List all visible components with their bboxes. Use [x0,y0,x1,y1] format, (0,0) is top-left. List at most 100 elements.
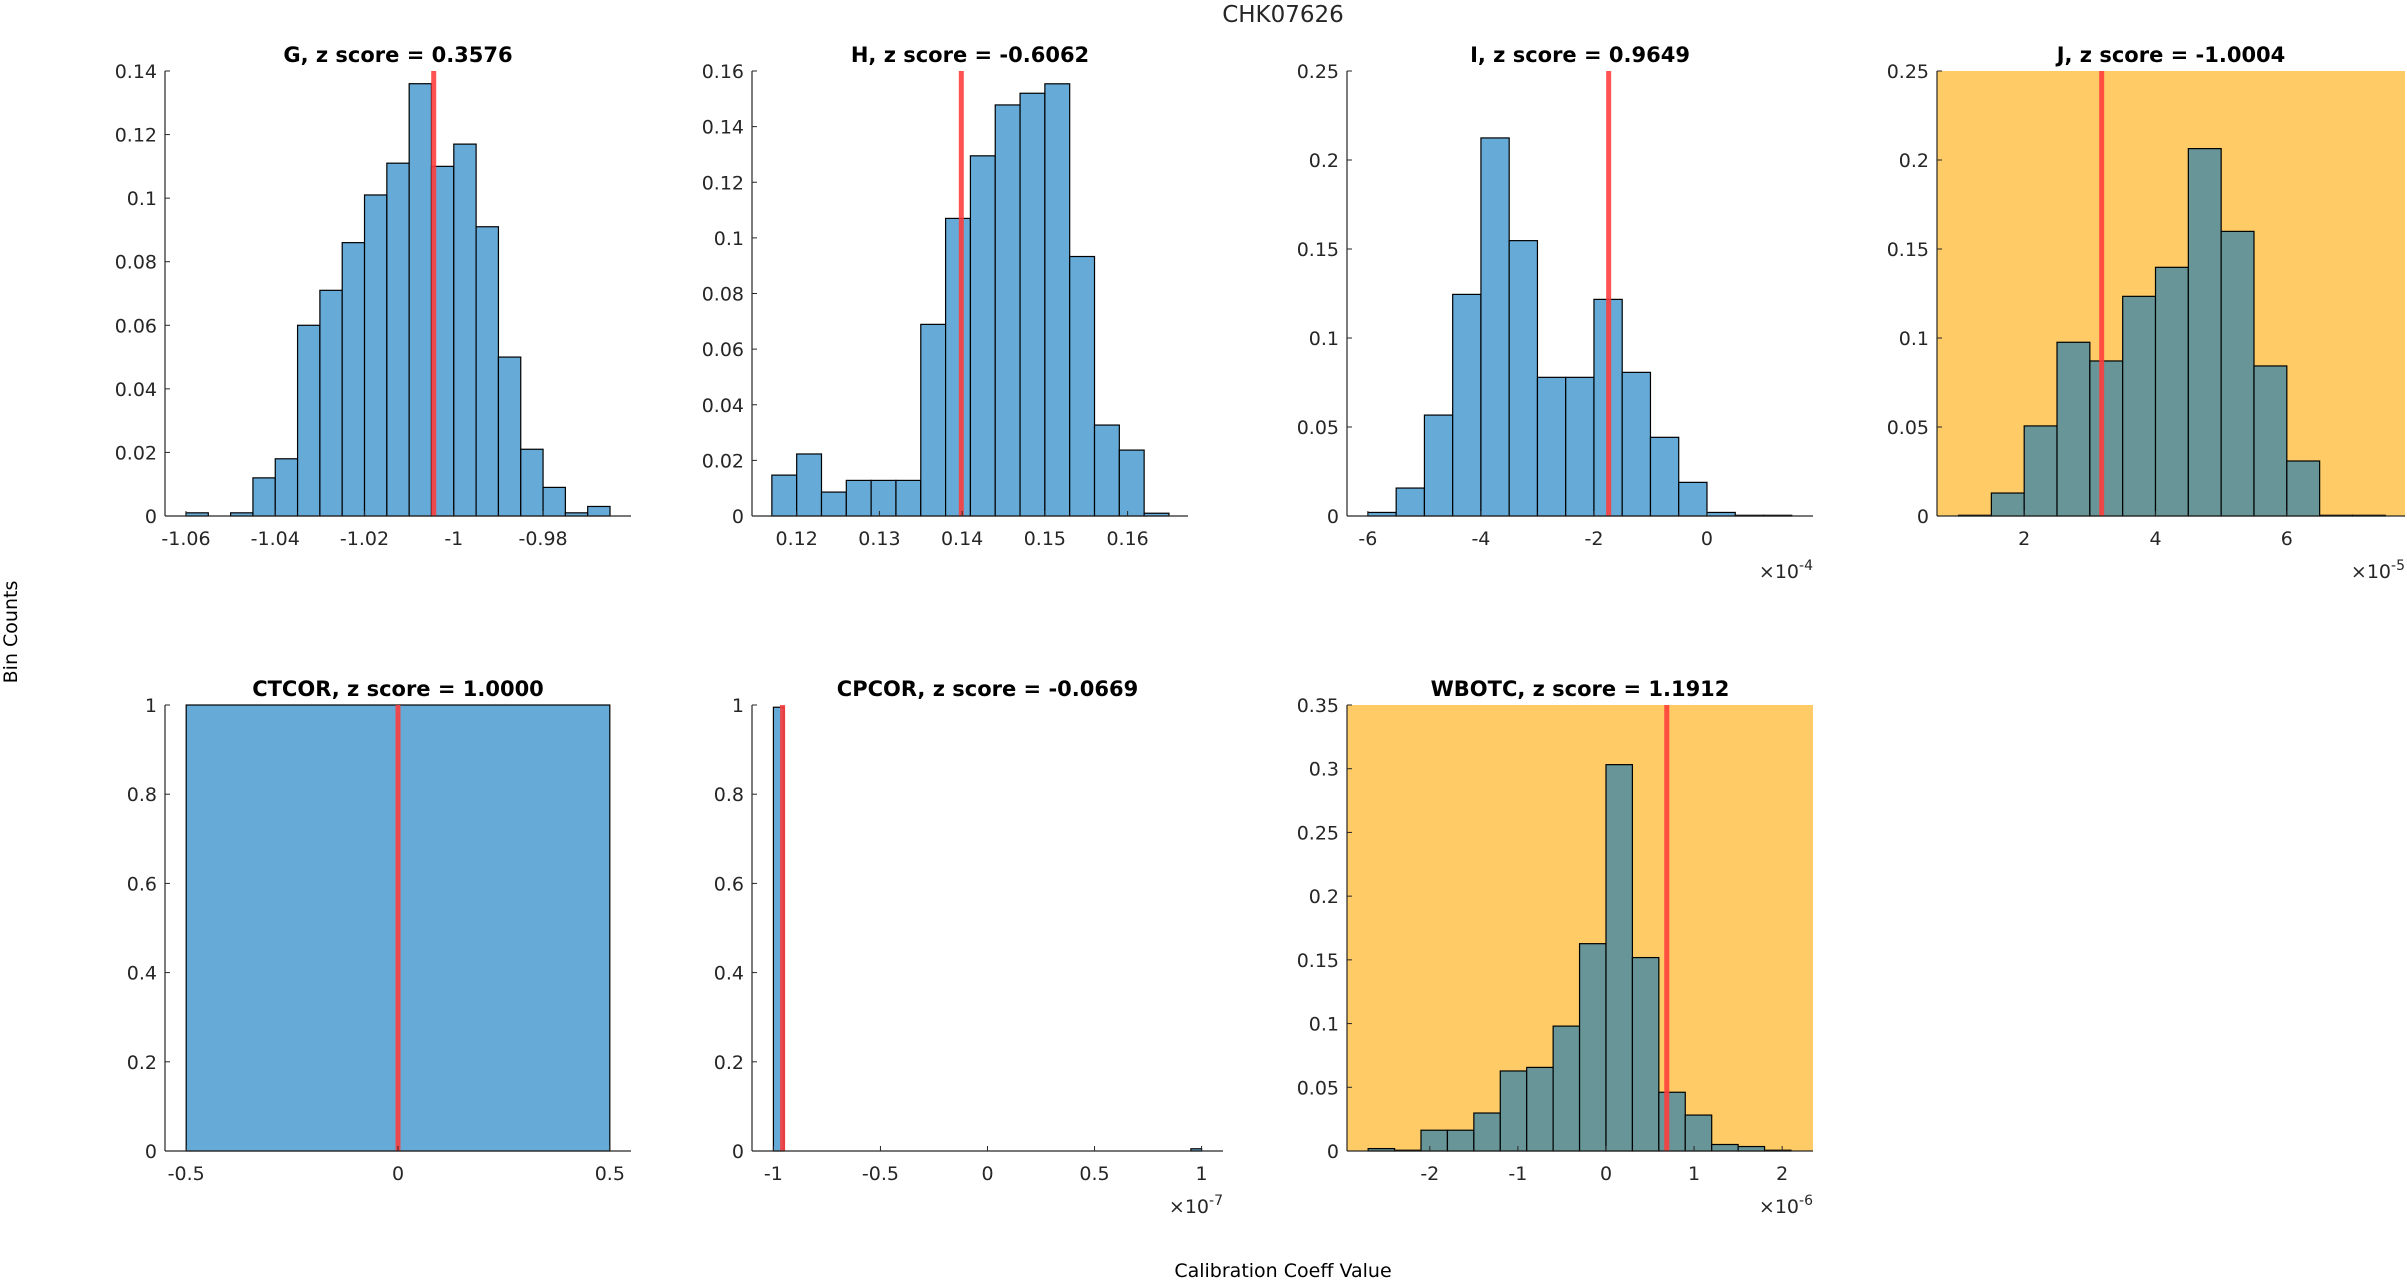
y-tick-label: 0.25 [1297,61,1339,83]
histogram-bar [820,491,847,517]
y-tick-label: 0.6 [127,873,157,895]
histogram-bar [1565,376,1595,517]
subplot-title: J, z score = -1.0004 [2055,43,2286,67]
subplot-wbotc: 0 0.05 0.1 0.15 0.2 0.25 0.3 0.35 -2 -1 0 1 2 ×10-6 WB… [1297,677,1813,1218]
x-tick-label: 1 [1196,1163,1208,1185]
y-tick-label: 0.8 [127,784,157,806]
histogram-bar [1526,1066,1554,1152]
y-tick-label: 0.15 [1887,239,1929,261]
x-tick-label: -1 [1508,1163,1527,1185]
y-tick-label: 0.14 [702,117,744,139]
histogram-bar [1508,240,1539,517]
y-tick-label: 0.05 [1887,417,1929,439]
y-tick-label: 0.15 [1297,950,1339,972]
histogram-bar [274,458,299,517]
y-tick-label: 0.2 [1309,150,1339,172]
histogram-bar [520,448,544,517]
histogram-bar [870,479,897,517]
histogram-bar [341,242,366,517]
histogram-bar [1711,1143,1739,1152]
subplot-ctcor: 0 0.2 0.4 0.6 0.8 1 -0.5 0 0.5 CTCOR, z score = 1… [127,677,631,1185]
histogram-bar [944,217,972,517]
x-exponent-label: ×10-4 [1759,558,1813,583]
histogram-bar [1420,1129,1449,1152]
histogram-bar [895,479,922,517]
x-tick-label: -4 [1471,528,1490,550]
subplot-title: WBOTC, z score = 1.1912 [1431,677,1730,701]
y-tick-label: 0.06 [702,339,744,361]
histogram-bar [994,104,1021,517]
y-tick-label: 0.2 [1899,150,1929,172]
histogram-bar [2253,365,2288,517]
subplot-title: G, z score = 0.3576 [283,43,512,67]
y-tick-label: 0.4 [127,963,157,985]
histogram-bar [497,356,522,517]
y-tick-label: 0.04 [702,395,744,417]
x-tick-label: 6 [2281,528,2293,550]
figure-xlabel: Calibration Coeff Value [1174,1260,1391,1281]
histogram-bar [1069,255,1096,517]
x-tick-label: -0.98 [518,528,567,550]
subplot-title: H, z score = -0.6062 [851,43,1089,67]
x-tick-label: 0 [981,1163,993,1185]
y-tick-label: 0.3 [1309,759,1339,781]
x-tick-label: -6 [1358,528,1377,550]
y-tick-label: 0.04 [115,379,157,401]
x-tick-label: 0.16 [1106,528,1148,550]
histogram-bar [1452,293,1482,517]
histogram-bar [542,486,566,517]
histogram-bar [2023,425,2058,517]
x-exponent-label: ×10-5 [2351,558,2405,583]
histogram-bar [1990,492,2025,517]
histogram-bar [2286,460,2321,517]
histogram-bar [1499,1070,1528,1152]
subplot-grid: 00.020.040.060.080.10.120.14-1.06 -1.04 -1… [115,43,2405,1218]
histogram-bar [1678,481,1708,517]
histogram-bar [1605,764,1634,1152]
subplot-title: CTCOR, z score = 1.0000 [252,677,544,701]
figure-title: CHK07626 [1222,2,1344,28]
x-tick-label: -2 [1420,1163,1439,1185]
histogram-bar [2220,230,2255,517]
y-tick-label: 0.35 [1297,695,1339,717]
y-tick-label: 0 [1327,1141,1339,1163]
histogram-bar [1118,449,1145,517]
x-tick-label: -1.04 [251,528,300,550]
y-tick-label: 0.1 [714,228,744,250]
histogram-bar [796,453,823,517]
x-tick-label: 2 [2018,528,2030,550]
subplot-h: 0 0.02 0.04 0.06 0.08 0.1 0.12 0.14 0.16 0.12 0.13… [702,43,1188,550]
x-tick-label: 0.13 [858,528,900,550]
y-tick-label: 0.25 [1887,61,1929,83]
histogram-bar [363,194,388,517]
histogram-bar [1536,376,1567,517]
histogram-bar [386,162,410,517]
y-tick-label: 0.12 [702,172,744,194]
x-tick-label: 0.5 [1079,1163,1109,1185]
x-tick-label: 0.14 [941,528,983,550]
x-tick-label: -1.02 [340,528,389,550]
histogram-bar [2122,295,2157,517]
x-tick-label: -1 [764,1163,783,1185]
subplot-title: I, z score = 0.9649 [1470,43,1690,67]
figure-ylabel: Bin Counts [0,581,22,684]
subplot-cpcor: 0 0.2 0.4 0.6 0.8 1 -1 -0.5 0 0.5 1 ×10-7 CPCOR, z s… [714,677,1223,1218]
y-tick-label: 0.12 [115,125,157,147]
y-tick-label: 0.2 [714,1052,744,1074]
x-tick-label: -2 [1584,528,1603,550]
y-tick-label: 0.02 [702,450,744,472]
histogram-bar [1578,943,1607,1152]
histogram-bar [1093,424,1120,517]
y-tick-label: 0.06 [115,315,157,337]
histogram-bar [1480,137,1510,517]
x-tick-label: 0 [1701,528,1713,550]
y-tick-label: 0.1 [127,188,157,210]
y-tick-label: 0 [1917,506,1929,528]
histogram-bar [296,324,321,517]
subplot-j: 0 0.05 0.1 0.15 0.2 0.25 2 4 6 ×10-5 J, z score = … [1887,43,2405,583]
histogram-bar [1631,956,1660,1152]
subplot-g: 0 0.02 0.04 0.06 0.08 0.1 0.12 0.14 -1.06 -1.04 -1… [115,43,631,550]
x-tick-label: 0.5 [595,1163,625,1185]
y-tick-label: 0.14 [115,61,157,83]
